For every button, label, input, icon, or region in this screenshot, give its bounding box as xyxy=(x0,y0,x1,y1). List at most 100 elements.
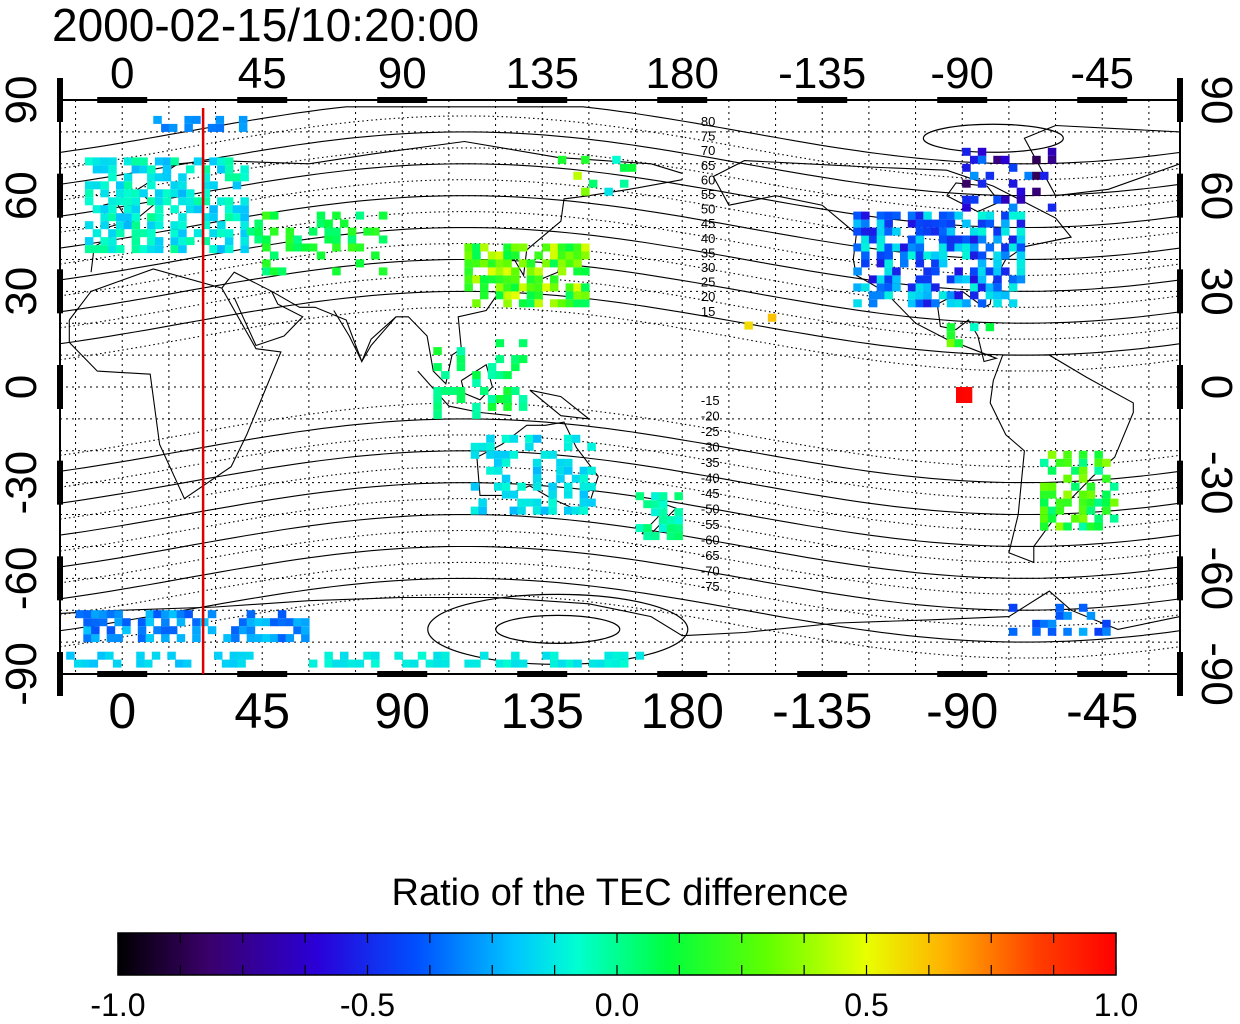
tec-pixel xyxy=(147,213,156,222)
tec-pixel xyxy=(620,659,629,668)
tec-pixel xyxy=(970,275,979,284)
contour-label: 15 xyxy=(701,304,715,319)
tec-pixel xyxy=(495,283,505,292)
tec-pixel xyxy=(946,323,956,332)
tec-pixel xyxy=(106,626,116,635)
tec-pixel xyxy=(184,123,193,132)
tec-pixel xyxy=(175,659,184,668)
tec-pixel xyxy=(581,267,590,276)
tec-pixel xyxy=(977,299,987,308)
tec-pixel xyxy=(232,173,242,182)
contour-label: -30 xyxy=(701,440,720,455)
tec-pixel xyxy=(145,634,155,643)
tec-pixel xyxy=(215,123,225,132)
tec-pixel xyxy=(503,395,512,403)
tec-pixel xyxy=(84,189,94,198)
tec-pixel xyxy=(1102,627,1111,636)
tec-pixel xyxy=(332,227,341,236)
contour-line xyxy=(60,498,1180,563)
tec-pixel xyxy=(573,283,582,292)
tec-pixel xyxy=(1040,482,1049,491)
tec-pixel xyxy=(956,395,965,403)
tec-pixel xyxy=(604,187,613,196)
tec-pixel xyxy=(977,283,987,292)
contour-label: 55 xyxy=(701,187,715,202)
tec-pixel xyxy=(1016,251,1026,260)
tec-pixel xyxy=(962,195,971,204)
tec-pixel xyxy=(122,626,131,635)
left-tick xyxy=(57,652,63,696)
right-tick xyxy=(1177,460,1183,505)
tec-pixel xyxy=(511,363,520,372)
tec-pixel xyxy=(456,363,466,372)
tec-pixel xyxy=(503,291,512,300)
tec-pixel xyxy=(511,659,520,668)
colorbar-tick-label: -0.5 xyxy=(340,987,395,1023)
tec-pixel xyxy=(861,259,870,268)
tec-pixel xyxy=(186,165,195,174)
tec-pixel xyxy=(1001,211,1010,220)
tec-pixel xyxy=(293,618,302,627)
tec-pixel xyxy=(161,123,170,132)
tec-pixel xyxy=(92,157,102,166)
tec-pixel xyxy=(556,466,565,475)
y-tick-label-left: 30 xyxy=(0,267,46,316)
tec-pixel xyxy=(1086,611,1096,620)
tec-pixel xyxy=(332,659,341,668)
tec-pixel xyxy=(548,450,557,459)
tec-pixel xyxy=(495,395,505,403)
x-tick-label-bottom: 180 xyxy=(641,683,724,739)
tec-pixel xyxy=(108,213,117,222)
tec-pixel xyxy=(178,189,187,198)
tec-pixel xyxy=(518,659,528,668)
tec-pixel xyxy=(861,283,870,292)
tec-pixel xyxy=(246,227,256,236)
coastline xyxy=(221,179,683,385)
x-tick-label-bottom: -90 xyxy=(926,683,998,739)
tec-pixel xyxy=(658,524,668,533)
tec-pixel xyxy=(1047,450,1057,459)
tec-pixel xyxy=(495,267,505,276)
tec-pixel xyxy=(223,634,232,643)
tec-pixel xyxy=(186,189,195,198)
tec-pixel xyxy=(542,243,551,252)
tec-pixel xyxy=(1063,522,1072,531)
tec-pixel xyxy=(84,181,94,190)
tec-pixel xyxy=(993,195,1002,204)
tec-pixel xyxy=(993,259,1002,268)
tec-pixel xyxy=(1040,619,1049,628)
tec-pixel xyxy=(962,163,971,172)
tec-pixel xyxy=(1047,466,1057,475)
tec-pixel xyxy=(915,299,925,308)
tec-pixel xyxy=(518,243,528,252)
tec-pixel xyxy=(573,659,582,668)
tec-pixel xyxy=(627,163,637,172)
tec-pixel xyxy=(277,618,287,627)
tec-pixel xyxy=(92,245,102,254)
tec-pixel xyxy=(550,251,559,260)
tec-pixel xyxy=(596,659,606,668)
tec-pixel xyxy=(542,283,551,292)
tec-pixel xyxy=(123,221,133,230)
tec-pixel xyxy=(892,275,901,284)
top-tick xyxy=(237,97,288,103)
tec-pixel xyxy=(1094,450,1103,459)
tec-pixel xyxy=(324,651,333,660)
bottom-tick xyxy=(237,671,288,677)
tec-pixel xyxy=(993,235,1002,244)
bottom-tick xyxy=(1077,671,1128,677)
tec-pixel xyxy=(162,197,172,206)
tec-pixel xyxy=(977,259,987,268)
tec-pixel xyxy=(511,251,520,260)
tec-pixel xyxy=(861,243,870,252)
coastline xyxy=(233,291,304,347)
tec-pixel xyxy=(472,299,481,308)
tec-pixel xyxy=(324,235,333,244)
tec-pixel xyxy=(161,634,170,643)
tec-pixel xyxy=(224,229,234,238)
tec-pixel xyxy=(1102,474,1111,483)
tec-pixel xyxy=(876,291,886,300)
tec-pixel xyxy=(472,379,481,387)
tec-pixel xyxy=(931,219,940,228)
tec-pixel xyxy=(503,299,512,308)
